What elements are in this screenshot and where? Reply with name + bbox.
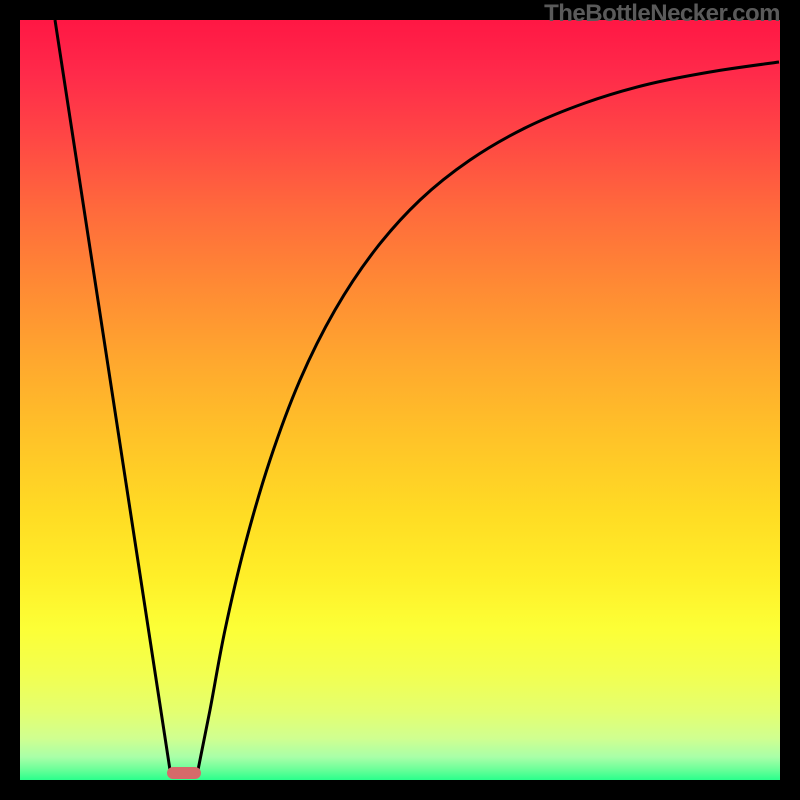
plot-area (20, 20, 780, 780)
curve-left-segment (55, 20, 170, 770)
chart-container: TheBottleNecker.com (0, 0, 800, 800)
curve-right-segment (198, 62, 779, 770)
watermark-text: TheBottleNecker.com (544, 0, 780, 28)
minimum-marker (167, 767, 201, 779)
curve-layer (20, 20, 780, 780)
